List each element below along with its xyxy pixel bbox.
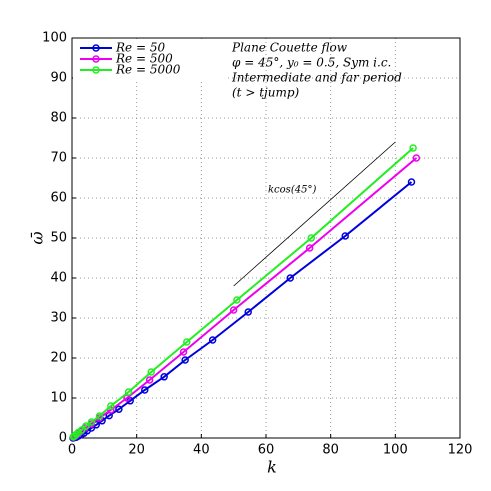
marker bbox=[341, 232, 349, 240]
y-tick-label: 90 bbox=[50, 71, 67, 86]
marker bbox=[409, 144, 417, 152]
x-axis-label: k bbox=[267, 458, 277, 477]
y-tick-label: 100 bbox=[42, 31, 67, 46]
legend-label: Re = 5000 bbox=[115, 63, 181, 77]
y-tick-label: 50 bbox=[50, 231, 67, 246]
marker bbox=[145, 376, 154, 384]
marker bbox=[183, 338, 191, 346]
y-tick-label: 80 bbox=[50, 111, 67, 126]
x-tick-label: 100 bbox=[383, 443, 408, 458]
legend-marker bbox=[92, 44, 100, 52]
marker bbox=[286, 274, 294, 282]
marker bbox=[244, 308, 252, 316]
marker bbox=[307, 234, 316, 242]
marker bbox=[82, 422, 90, 430]
y-tick-label: 40 bbox=[50, 271, 67, 286]
marker bbox=[124, 388, 133, 396]
marker bbox=[233, 296, 241, 304]
x-tick-label: 60 bbox=[258, 443, 275, 458]
marker bbox=[179, 348, 188, 356]
y-tick-label: 10 bbox=[50, 391, 67, 406]
reference-label: kcos(45°) bbox=[268, 185, 316, 196]
x-tick-label: 20 bbox=[128, 443, 145, 458]
marker bbox=[95, 412, 104, 420]
legend-marker bbox=[92, 66, 100, 74]
y-tick-label: 30 bbox=[50, 311, 67, 326]
x-tick-label: 40 bbox=[193, 443, 210, 458]
marker bbox=[208, 336, 217, 344]
x-tick-label: 0 bbox=[68, 443, 76, 458]
marker bbox=[160, 373, 168, 381]
marker bbox=[229, 306, 238, 314]
annotation: Intermediate and far period bbox=[231, 71, 402, 85]
annotation: Plane Couette flow bbox=[231, 41, 348, 55]
marker bbox=[147, 368, 155, 376]
legend-marker bbox=[92, 55, 100, 63]
marker bbox=[77, 426, 86, 434]
marker bbox=[87, 418, 96, 426]
y-tick-label: 60 bbox=[50, 191, 67, 206]
y-axis-label: ω̄ bbox=[28, 231, 47, 244]
y-tick-label: 20 bbox=[50, 351, 67, 366]
y-tick-label: 70 bbox=[50, 151, 67, 166]
marker bbox=[141, 386, 149, 394]
marker bbox=[407, 178, 416, 186]
marker bbox=[305, 244, 314, 252]
x-tick-label: 120 bbox=[448, 443, 473, 458]
legend-label: Re = 500 bbox=[115, 52, 173, 66]
marker bbox=[107, 402, 115, 410]
marker bbox=[115, 405, 123, 413]
annotation: (t > tjump) bbox=[232, 86, 300, 100]
annotation: φ = 45°, y₀ = 0.5, Sym i.c. bbox=[232, 56, 391, 70]
x-tick-label: 80 bbox=[322, 443, 339, 458]
y-tick-label: 0 bbox=[59, 431, 67, 446]
axes-frame bbox=[71, 37, 461, 439]
reference-line bbox=[233, 141, 396, 287]
marker bbox=[181, 356, 189, 364]
marker bbox=[412, 154, 421, 162]
legend-label: Re = 50 bbox=[115, 41, 165, 55]
